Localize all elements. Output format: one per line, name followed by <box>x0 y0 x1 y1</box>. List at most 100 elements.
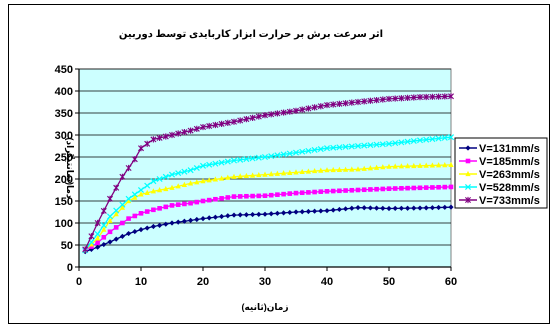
data-point <box>416 137 424 144</box>
data-point <box>169 220 175 226</box>
data-point <box>392 163 398 169</box>
data-point <box>417 94 423 101</box>
data-point <box>262 211 268 217</box>
legend-label: V=528mm/s <box>479 182 540 194</box>
data-point <box>367 205 373 211</box>
data-point <box>126 230 132 237</box>
data-point <box>244 193 249 199</box>
data-point <box>107 217 113 223</box>
data-point <box>219 213 225 220</box>
legend-box <box>454 137 548 209</box>
data-point <box>182 201 187 207</box>
data-point <box>305 208 311 215</box>
x-tick-label: 40 <box>321 276 333 288</box>
data-point <box>262 171 268 177</box>
data-point <box>429 205 435 211</box>
data-point <box>125 195 132 202</box>
data-point <box>386 205 392 212</box>
data-point <box>175 130 182 137</box>
data-point <box>287 169 293 175</box>
data-point <box>218 120 225 128</box>
data-point <box>386 186 392 191</box>
data-point <box>361 205 367 211</box>
data-point <box>268 211 274 217</box>
data-point <box>194 179 200 185</box>
data-point <box>88 241 94 247</box>
data-point <box>219 175 225 181</box>
data-point <box>379 141 386 148</box>
data-point <box>126 197 132 204</box>
data-point <box>293 190 299 196</box>
data-point <box>447 134 455 141</box>
legend-item: V=528mm/s <box>459 182 540 194</box>
data-point <box>442 204 448 210</box>
data-point <box>100 207 107 214</box>
data-point <box>268 171 274 177</box>
data-point <box>317 146 324 153</box>
data-point <box>429 162 435 168</box>
data-point <box>392 205 398 211</box>
legend-label: V=131mm/s <box>479 143 540 155</box>
data-point <box>113 184 120 191</box>
data-point <box>305 168 311 174</box>
data-point <box>386 163 392 169</box>
x-tick-label: 60 <box>445 276 457 288</box>
data-point <box>101 235 107 240</box>
data-point <box>465 196 471 204</box>
data-point <box>150 223 156 230</box>
data-point <box>168 171 176 178</box>
data-point <box>312 189 317 195</box>
data-point <box>163 204 169 210</box>
data-point <box>392 140 399 147</box>
series-3 <box>82 161 454 253</box>
data-point <box>250 193 255 199</box>
data-point <box>213 196 218 202</box>
data-point <box>293 169 299 175</box>
data-point <box>175 202 181 207</box>
data-point <box>157 222 163 228</box>
data-point <box>361 98 368 105</box>
data-point <box>237 117 244 124</box>
data-point <box>89 244 94 249</box>
data-point <box>243 212 249 218</box>
data-point <box>435 135 442 142</box>
data-point <box>181 168 188 175</box>
data-point <box>399 186 404 191</box>
data-point <box>429 93 436 100</box>
data-point <box>354 142 362 150</box>
data-point <box>144 189 150 195</box>
legend-item: V=733mm/s <box>459 195 540 207</box>
data-point <box>113 236 119 242</box>
data-point <box>299 209 305 215</box>
data-point <box>94 219 101 227</box>
data-point <box>336 144 343 151</box>
data-point <box>361 142 368 149</box>
data-point <box>250 211 256 218</box>
data-point <box>113 207 120 214</box>
data-point <box>175 183 181 189</box>
data-point <box>156 175 163 183</box>
data-point <box>275 192 280 197</box>
data-point <box>330 207 336 213</box>
y-axis-label: دما(سانتیگراد) <box>64 137 76 198</box>
data-point <box>268 192 274 198</box>
data-point <box>343 166 349 172</box>
y-tick-label: 300 <box>55 130 73 142</box>
data-point <box>113 225 119 230</box>
data-point <box>199 162 207 169</box>
data-point <box>225 213 231 219</box>
data-point <box>305 147 312 154</box>
data-point <box>193 125 200 132</box>
data-point <box>188 217 194 223</box>
x-tick-label: 10 <box>135 276 147 288</box>
y-tick-label: 400 <box>55 86 73 98</box>
data-point <box>169 131 175 139</box>
data-point <box>231 194 237 199</box>
data-point <box>361 187 367 193</box>
data-point <box>342 143 349 150</box>
data-point <box>286 150 293 157</box>
data-point <box>435 93 442 100</box>
data-point <box>417 205 423 211</box>
data-point <box>268 153 275 160</box>
data-point <box>262 193 268 199</box>
